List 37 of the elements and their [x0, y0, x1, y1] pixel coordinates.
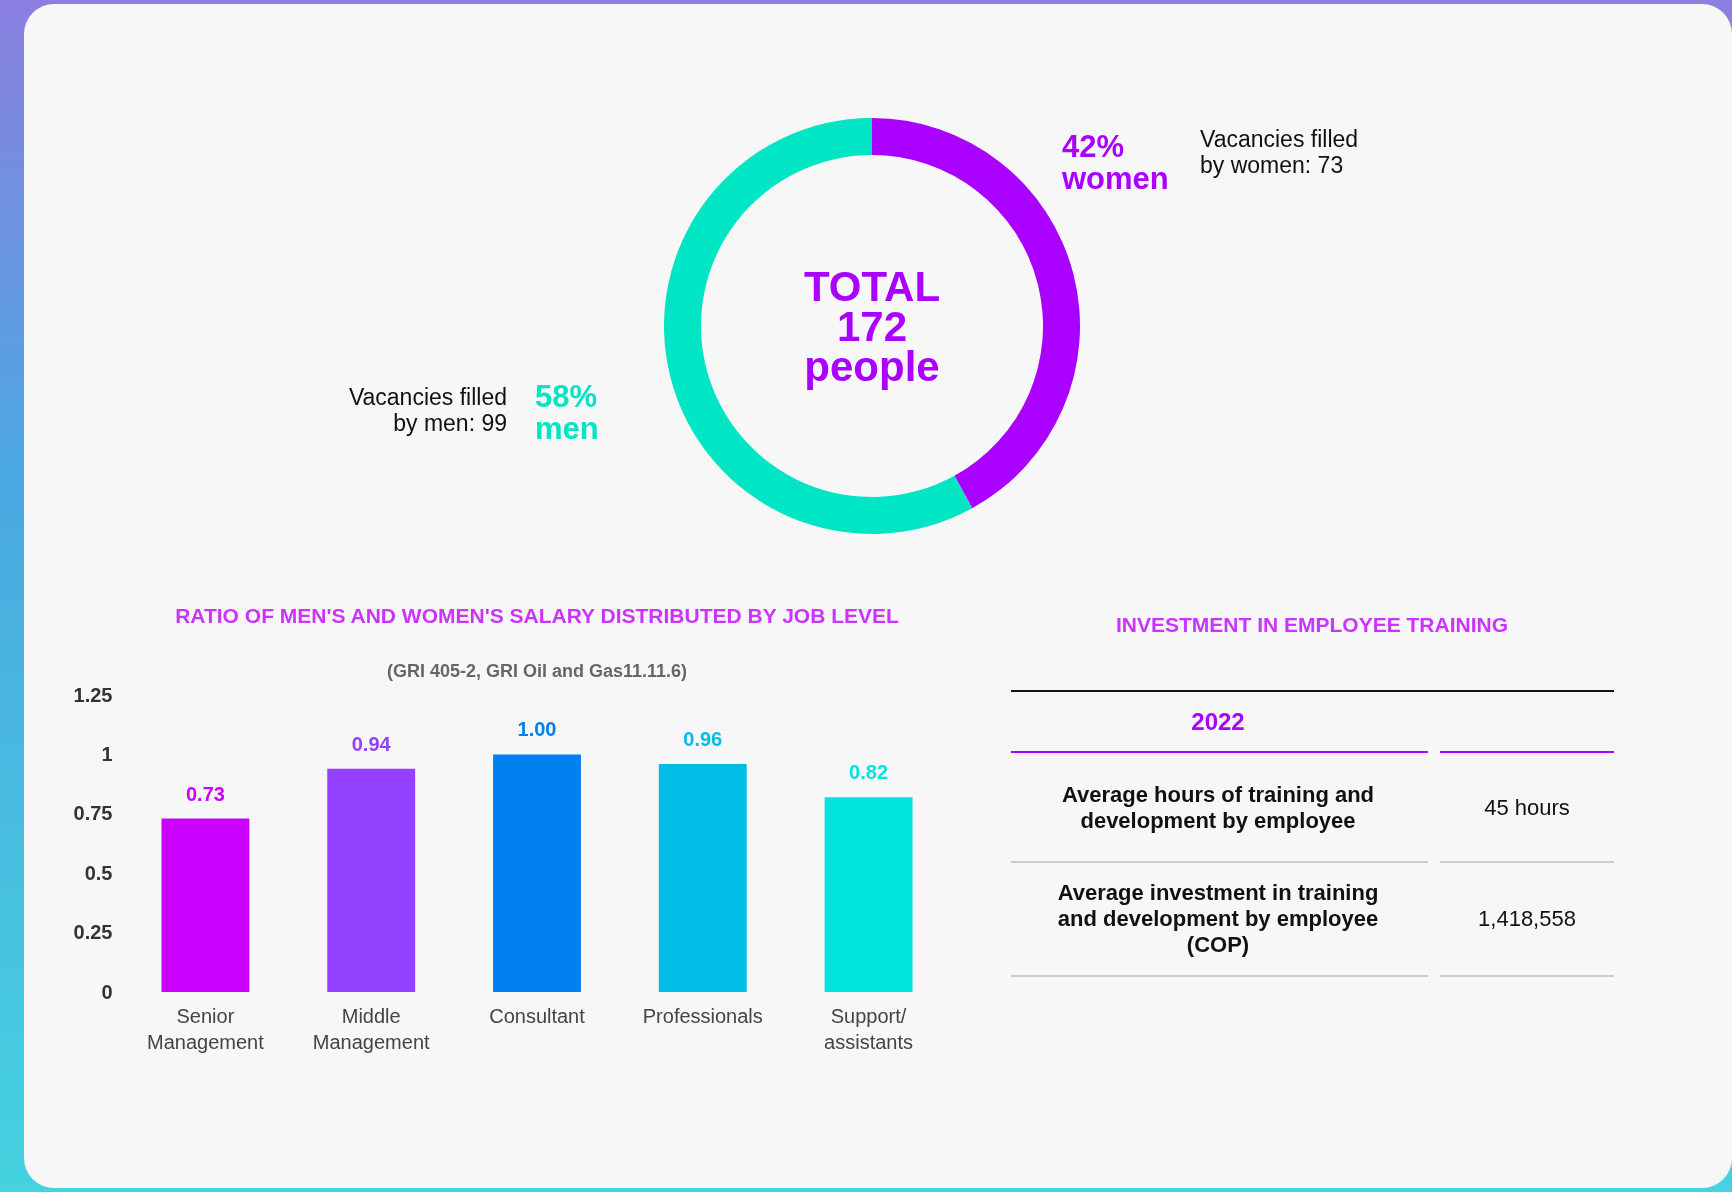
data-label: 0.73	[185, 782, 225, 805]
donut-slice	[664, 118, 973, 534]
y-tick-label: 0	[101, 980, 113, 1003]
chart-title: RATIO OF MEN'S AND WOMEN'S SALARY DISTRIBUTED BY JOB LEVEL	[175, 604, 899, 627]
data-label: 0.96	[683, 727, 723, 750]
slice-label: women	[1061, 161, 1169, 196]
y-tick-label: 1	[101, 742, 113, 765]
x-tick-label: Support/ assistants	[824, 1004, 914, 1053]
bar	[493, 754, 581, 992]
text: Average investment in training and development by employee (COP)	[1057, 880, 1379, 957]
text: Vacancies filled by men: 99	[348, 384, 507, 436]
bar	[327, 768, 416, 992]
x-tick-label: Senior Management	[147, 1004, 265, 1053]
x-tick-label: Middle Management	[312, 1004, 431, 1053]
slice-label: men	[535, 411, 599, 446]
text: 2022	[1191, 708, 1245, 735]
data-label: 0.94	[351, 732, 392, 755]
text: Average hours of training and development by employee	[1061, 782, 1375, 833]
data-label: 1.00	[517, 718, 557, 741]
x-tick-label: Professionals	[642, 1004, 763, 1027]
y-tick-label: 0.5	[84, 861, 113, 884]
text: INVESTMENT IN EMPLOYEE TRAINING	[1115, 613, 1509, 636]
x-tick-label: Consultant	[489, 1004, 586, 1027]
y-tick-label: 0.75	[73, 802, 113, 825]
y-tick-label: 0.25	[73, 921, 113, 944]
text: Vacancies filled by women: 73	[1200, 126, 1359, 178]
y-tick-label: 1.25	[73, 683, 113, 706]
text: 45 hours	[1484, 795, 1570, 820]
data-label: 42%	[1062, 129, 1125, 164]
bar	[161, 818, 250, 992]
data-label: 0.82	[849, 761, 889, 784]
chart-subtitle: (GRI 405-2, GRI Oil and Gas11.11.6)	[386, 661, 688, 681]
text: TOTAL 172 people	[803, 263, 941, 390]
bar	[824, 797, 913, 992]
bar	[658, 763, 747, 992]
data-label: 58%	[535, 379, 598, 414]
text: 1,418,558	[1478, 906, 1576, 931]
